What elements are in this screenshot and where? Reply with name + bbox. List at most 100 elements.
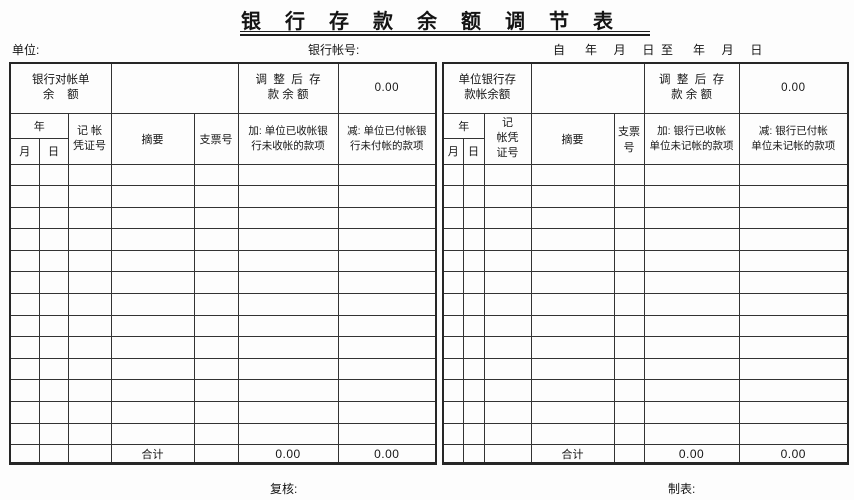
year-header: 年 bbox=[442, 112, 485, 139]
empty-cell bbox=[462, 336, 485, 359]
empty-cell bbox=[237, 314, 339, 338]
empty-cell bbox=[613, 206, 645, 230]
empty-cell bbox=[738, 228, 849, 251]
empty-cell bbox=[483, 249, 532, 273]
empty-data-row bbox=[9, 357, 437, 381]
empty-cell bbox=[462, 401, 485, 424]
statement-table-body bbox=[9, 163, 437, 446]
empty-cell bbox=[193, 163, 239, 187]
empty-cell bbox=[442, 271, 464, 295]
empty-cell bbox=[237, 206, 339, 230]
add-column-header: 加: 单位已收帐银 行未收帐的款项 bbox=[237, 112, 339, 165]
empty-cell bbox=[193, 401, 239, 424]
empty-data-row bbox=[442, 336, 849, 359]
empty-cell bbox=[738, 185, 849, 208]
voucher-no-header: 记 帐 凭证号 bbox=[67, 112, 112, 165]
total-label: 合计 bbox=[110, 444, 195, 465]
empty-cell bbox=[237, 271, 339, 295]
empty-cell bbox=[442, 185, 464, 208]
page-title: 银行存款余额调节表 bbox=[241, 11, 637, 33]
title-double-underline bbox=[240, 31, 650, 36]
voucher-no-header: 记 帐凭 证号 bbox=[483, 112, 532, 165]
empty-cell bbox=[643, 422, 740, 446]
empty-cell bbox=[9, 444, 40, 465]
total-subtract-value: 0.00 bbox=[337, 444, 437, 465]
empty-cell bbox=[530, 357, 615, 381]
empty-cell bbox=[462, 444, 485, 465]
empty-cell bbox=[67, 293, 112, 316]
empty-cell bbox=[462, 314, 485, 338]
cheque-no-header: 支票号 bbox=[193, 112, 239, 165]
empty-cell bbox=[643, 206, 740, 230]
statement-total-row: 合计 0.00 0.00 bbox=[9, 444, 437, 465]
empty-cell bbox=[442, 401, 464, 424]
ledger-header-row-top: 年 记 帐凭 证号 摘要 支票号 加: 银行已收帐 单位未记帐的款项 减: 银行… bbox=[442, 112, 849, 165]
empty-data-row bbox=[9, 163, 437, 187]
empty-cell bbox=[643, 271, 740, 295]
add-column-header: 加: 银行已收帐 单位未记帐的款项 bbox=[643, 112, 740, 165]
empty-cell bbox=[67, 357, 112, 381]
day-header: 日 bbox=[38, 137, 69, 165]
empty-cell bbox=[530, 314, 615, 338]
empty-data-row bbox=[9, 293, 437, 316]
empty-cell bbox=[613, 444, 645, 465]
empty-cell bbox=[237, 379, 339, 403]
empty-cell bbox=[9, 206, 40, 230]
empty-data-row bbox=[442, 357, 849, 381]
empty-cell bbox=[67, 336, 112, 359]
empty-cell bbox=[483, 401, 532, 424]
empty-cell bbox=[110, 357, 195, 381]
empty-cell bbox=[462, 422, 485, 446]
empty-cell bbox=[530, 379, 615, 403]
empty-cell bbox=[738, 336, 849, 359]
empty-cell bbox=[530, 336, 615, 359]
empty-cell bbox=[9, 401, 40, 424]
empty-cell bbox=[643, 379, 740, 403]
empty-cell bbox=[38, 228, 69, 251]
empty-cell bbox=[237, 422, 339, 446]
empty-cell bbox=[643, 163, 740, 187]
empty-cell bbox=[337, 357, 437, 381]
empty-cell bbox=[337, 401, 437, 424]
empty-cell bbox=[193, 444, 239, 465]
empty-data-row bbox=[9, 314, 437, 338]
empty-cell bbox=[442, 293, 464, 316]
empty-cell bbox=[110, 228, 195, 251]
subtract-column-header: 减: 银行已付帐 单位未记帐的款项 bbox=[738, 112, 849, 165]
subtract-column-header: 减: 单位已付帐银 行未付帐的款项 bbox=[337, 112, 437, 165]
prepared-label: 制表: bbox=[668, 482, 696, 496]
empty-cell bbox=[9, 293, 40, 316]
empty-cell bbox=[442, 314, 464, 338]
adjusted-balance-label: 调 整 后 存 款 余 额 bbox=[643, 62, 740, 114]
empty-cell bbox=[530, 422, 615, 446]
date-range-label: 自 年 月 日 至 年 月 日 bbox=[553, 43, 763, 57]
empty-cell bbox=[9, 422, 40, 446]
empty-cell bbox=[462, 185, 485, 208]
empty-cell bbox=[613, 422, 645, 446]
empty-cell bbox=[67, 314, 112, 338]
empty-cell bbox=[483, 314, 532, 338]
empty-cell bbox=[337, 336, 437, 359]
statement-header-row-bottom: 月 日 bbox=[9, 137, 436, 165]
empty-data-row bbox=[442, 422, 849, 446]
statement-balance-row: 银行对帐单 余 额 调 整 后 存 款 余 额 0.00 bbox=[9, 62, 437, 114]
empty-cell bbox=[9, 163, 40, 187]
total-add-value: 0.00 bbox=[643, 444, 740, 465]
empty-cell bbox=[67, 401, 112, 424]
empty-cell bbox=[67, 228, 112, 251]
empty-cell bbox=[9, 249, 40, 273]
empty-cell bbox=[193, 293, 239, 316]
empty-cell bbox=[613, 357, 645, 381]
empty-cell bbox=[530, 293, 615, 316]
adjusted-balance-value: 0.00 bbox=[337, 62, 437, 114]
empty-cell bbox=[613, 401, 645, 424]
empty-cell bbox=[738, 293, 849, 316]
empty-cell bbox=[110, 293, 195, 316]
empty-cell bbox=[738, 314, 849, 338]
empty-cell bbox=[643, 314, 740, 338]
empty-cell bbox=[38, 163, 69, 187]
empty-cell bbox=[67, 422, 112, 446]
empty-data-row bbox=[442, 206, 849, 230]
empty-cell bbox=[110, 336, 195, 359]
empty-cell bbox=[613, 271, 645, 295]
